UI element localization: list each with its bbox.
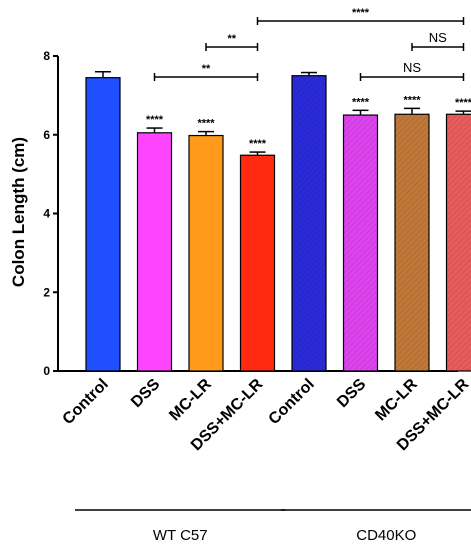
y-tick-label: 0 — [43, 364, 50, 378]
axes: 0 2 4 6 8 — [43, 49, 458, 378]
bar-hatch — [292, 75, 326, 371]
group-label: CD40KO — [356, 527, 416, 544]
bar-hatch — [343, 115, 378, 371]
comparison-label: ** — [227, 33, 236, 45]
bar-significance-label: **** — [455, 97, 471, 109]
bar-significance-label: **** — [146, 114, 164, 126]
x-tick-label: DSS — [128, 376, 164, 412]
bar — [239, 154, 276, 372]
bar-hatch — [446, 114, 471, 372]
y-tick-label: 6 — [43, 128, 50, 142]
x-tick-label: Control — [266, 376, 318, 428]
y-tick-label: 2 — [43, 285, 50, 299]
bar-significance-label: **** — [403, 94, 421, 106]
y-tick-label: 8 — [43, 49, 50, 63]
comparison-label: ** — [202, 63, 211, 75]
x-tick-label: MC-LR — [372, 375, 421, 424]
y-axis-label: Colon Length (cm) — [9, 137, 28, 287]
group-label: WT C57 — [153, 527, 208, 544]
comparison-label: **** — [352, 7, 370, 19]
group-labels: WT C57 CD40KO — [75, 509, 471, 544]
comparison-label: NS — [429, 30, 447, 45]
x-tick-label: MC-LR — [166, 375, 215, 424]
comparison-label: NS — [403, 60, 421, 75]
bar-significance-label: **** — [197, 118, 215, 130]
bar — [85, 77, 121, 372]
y-tick-label: 4 — [43, 207, 50, 221]
bar-significance-label: **** — [352, 96, 370, 108]
x-tick-label: Control — [60, 376, 112, 428]
bar — [188, 134, 224, 372]
x-tick-label: DSS — [334, 376, 370, 412]
bar-significance-label: **** — [249, 138, 267, 150]
bar-hatch — [395, 114, 429, 372]
bars — [85, 71, 471, 372]
bar — [136, 132, 173, 372]
